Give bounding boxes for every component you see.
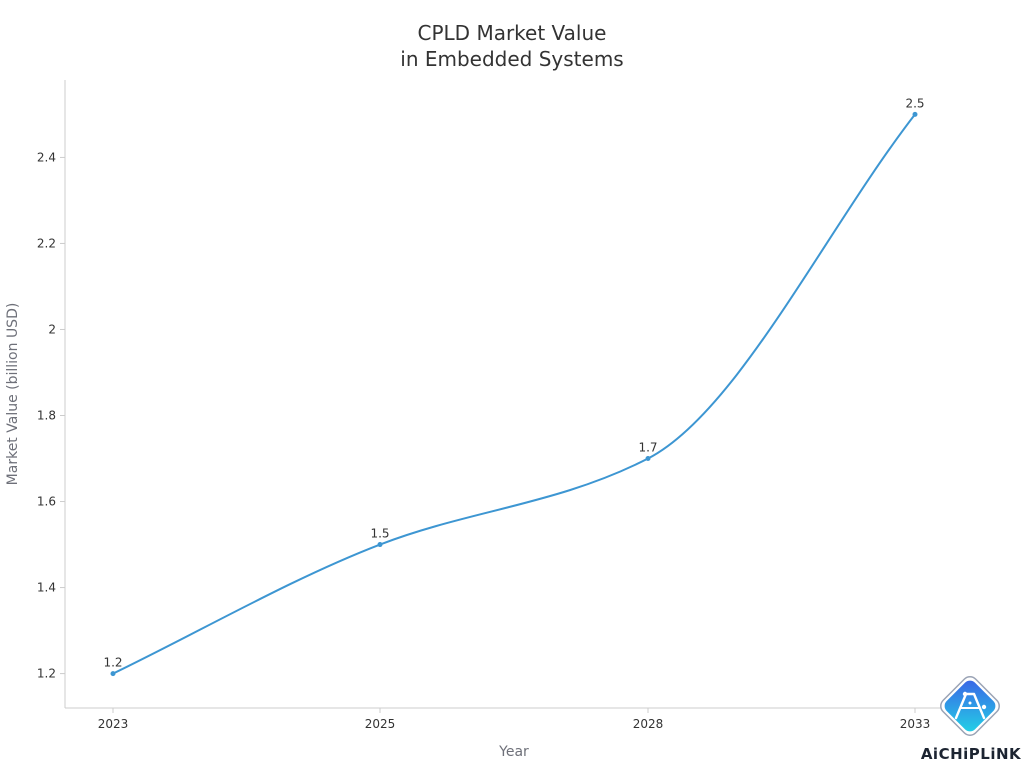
aichiplink-logo-icon <box>940 676 1000 736</box>
data-point[interactable] <box>377 542 383 548</box>
data-label: 2.5 <box>905 96 924 110</box>
data-point[interactable] <box>110 671 116 677</box>
y-tick-label: 1.4 <box>37 581 56 595</box>
data-label: 1.7 <box>638 441 657 455</box>
data-labels: 1.2 1.5 1.7 2.5 <box>103 96 924 669</box>
x-axis-title: Year <box>498 744 529 760</box>
y-tick-label: 2.4 <box>37 150 56 164</box>
watermark-text: AiCHiPLiNK <box>921 745 1022 763</box>
watermark-logo: AiCHiPLiNK <box>921 676 1022 763</box>
chart-title-line-2: in Embedded Systems <box>400 47 623 71</box>
data-label: 1.5 <box>370 527 389 541</box>
data-point[interactable] <box>912 111 918 117</box>
chart-title-line-1: CPLD Market Value <box>418 21 607 45</box>
y-axis-title: Market Value (billion USD) <box>5 303 21 486</box>
tick-labels: 1.2 1.4 1.6 1.8 2 2.2 2.4 2023 2025 2028 2033 <box>37 150 930 731</box>
axes <box>64 80 963 709</box>
x-tick-label: 2025 <box>365 717 396 731</box>
y-tick-label: 1.6 <box>37 495 56 509</box>
y-tick-label: 2.2 <box>37 236 56 250</box>
data-label: 1.2 <box>103 656 122 670</box>
y-tick-label: 1.8 <box>37 409 56 423</box>
y-tick-label: 2 <box>48 322 56 336</box>
y-tick-label: 1.2 <box>37 667 56 681</box>
x-tick-label: 2033 <box>900 717 931 731</box>
series-line <box>112 113 916 675</box>
series <box>110 111 918 677</box>
x-tick-label: 2023 <box>98 717 129 731</box>
x-tick-label: 2028 <box>633 717 664 731</box>
data-point[interactable] <box>645 456 651 462</box>
